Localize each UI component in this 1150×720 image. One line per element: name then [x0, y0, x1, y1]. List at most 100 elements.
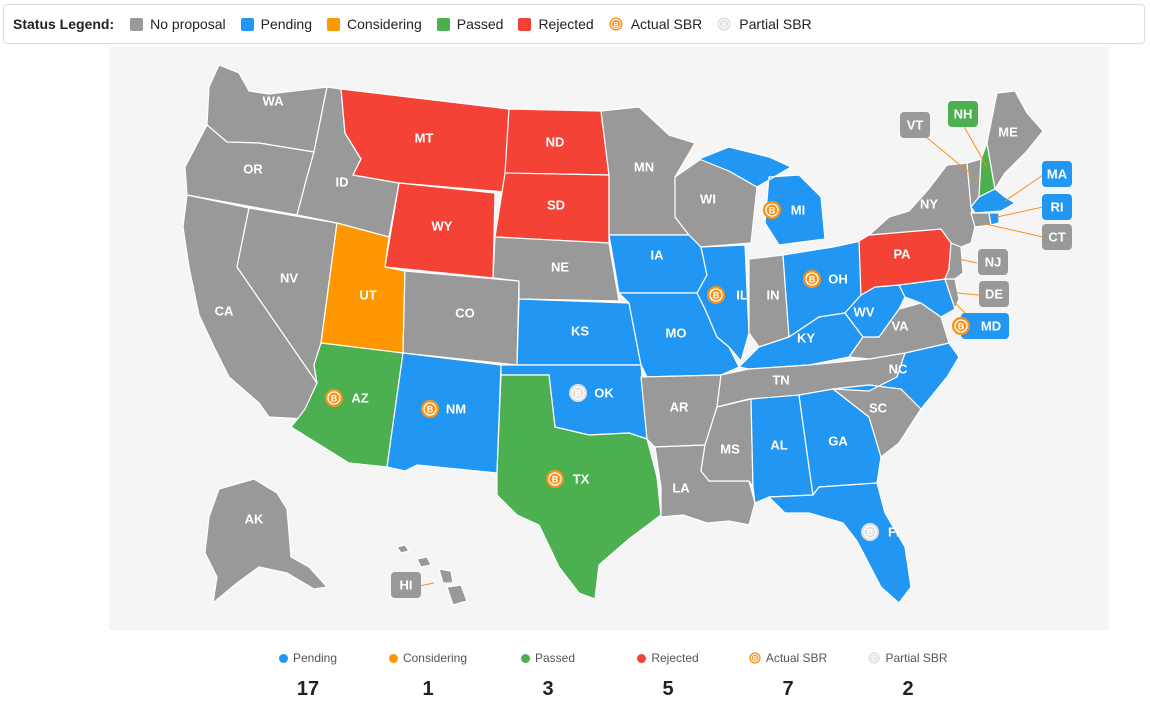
- callout-box-nh[interactable]: [948, 101, 978, 127]
- callout-label-hi: HI: [400, 578, 413, 593]
- legend-item-passed: Passed: [436, 16, 504, 32]
- stat-value: 7: [782, 678, 794, 700]
- callout-box-ma[interactable]: [1042, 161, 1072, 187]
- state-nm[interactable]: [386, 352, 502, 474]
- legend-label: Partial SBR: [739, 16, 812, 32]
- svg-text:B: B: [552, 475, 559, 485]
- legend-label: Considering: [347, 16, 422, 32]
- callout-box-md[interactable]: [961, 313, 1009, 339]
- callout-label-md: MD: [981, 319, 1001, 334]
- svg-text:B: B: [872, 656, 877, 662]
- state-label-va: VA: [891, 319, 909, 334]
- callout-box-hi[interactable]: [391, 572, 421, 598]
- bitcoin-icon: B: [421, 400, 439, 418]
- state-nc[interactable]: [832, 342, 960, 410]
- state-label-oh: OH: [828, 272, 848, 287]
- svg-text:B: B: [427, 405, 434, 415]
- legend-label: Actual SBR: [630, 16, 703, 32]
- state-me[interactable]: [986, 90, 1044, 190]
- bitcoin-icon: B: [803, 270, 821, 288]
- svg-text:B: B: [331, 394, 338, 404]
- state-label-la: LA: [672, 481, 690, 496]
- state-callouts: VT NH MA RI CT NJ DE B MD HI: [391, 101, 1072, 598]
- legend-item-no-proposal: No proposal: [130, 16, 226, 32]
- summary-stats: Pending 17 Considering 1 Passed 3 Reject…: [0, 648, 1150, 708]
- state-ri[interactable]: [988, 212, 1000, 226]
- state-label-wa: WA: [263, 94, 285, 109]
- legend-item-actual-sbr: B Actual SBR: [609, 16, 703, 32]
- state-label-ny: NY: [920, 197, 938, 212]
- state-ak[interactable]: [204, 478, 328, 604]
- bitcoin-icon: B: [749, 652, 761, 664]
- state-il[interactable]: [696, 244, 750, 362]
- legend-item-considering: Considering: [327, 16, 422, 32]
- state-tx[interactable]: [496, 374, 662, 600]
- stat-value: 3: [542, 678, 554, 700]
- state-label-il: IL: [736, 288, 748, 303]
- callout-label-vt: VT: [907, 118, 924, 133]
- state-label-mt: MT: [415, 131, 434, 146]
- bitcoin-icon: B: [861, 523, 879, 541]
- state-label-ky: KY: [797, 331, 815, 346]
- state-label-ca: CA: [215, 304, 234, 319]
- stat-partial-sbr: B Partial SBR 2: [848, 648, 968, 701]
- rejected-swatch: [518, 17, 532, 31]
- stat-rejected: Rejected 5: [608, 648, 728, 701]
- svg-text:B: B: [958, 322, 965, 332]
- passed-dot: [520, 653, 530, 663]
- bitcoin-icon: B: [609, 17, 623, 31]
- state-label-nv: NV: [280, 271, 298, 286]
- bitcoin-icon: B: [569, 384, 587, 402]
- stat-value: 2: [902, 678, 914, 700]
- svg-text:B: B: [575, 389, 582, 399]
- state-label-me: ME: [998, 125, 1018, 140]
- legend-label: Passed: [456, 16, 504, 32]
- callout-box-ct[interactable]: [1042, 224, 1072, 250]
- legend-title: Status Legend:: [13, 16, 115, 32]
- state-label-mn: MN: [634, 160, 654, 175]
- bitcoin-icon: B: [325, 389, 343, 407]
- callout-box-nj[interactable]: [978, 249, 1008, 275]
- state-label-or: OR: [243, 162, 263, 177]
- legend-item-rejected: Rejected: [518, 16, 594, 32]
- state-mi[interactable]: [698, 146, 826, 246]
- bitcoin-icon: B: [868, 652, 881, 664]
- callout-label-nh: NH: [954, 107, 973, 122]
- callout-box-vt[interactable]: [900, 112, 930, 138]
- bitcoin-icon: B: [952, 317, 970, 335]
- legend-label: Pending: [260, 16, 313, 32]
- state-wa[interactable]: [206, 64, 328, 153]
- state-hi[interactable]: [396, 544, 468, 606]
- us-map: WA OR CA NV ID MT WY UT B AZ CO B NM ND SD NE KS B OK B TX MN…: [109, 47, 1109, 630]
- state-label-ut: UT: [359, 288, 376, 303]
- state-label-mi: MI: [791, 203, 805, 218]
- pending-swatch: [240, 17, 254, 31]
- svg-text:B: B: [867, 528, 874, 538]
- callout-box-ri[interactable]: [1042, 194, 1072, 220]
- state-label-ga: GA: [828, 434, 848, 449]
- state-label-ia: IA: [651, 248, 665, 263]
- state-fl[interactable]: [768, 482, 912, 604]
- state-labels: WA OR CA NV ID MT WY UT B AZ CO B NM ND SD NE KS B OK B TX MN…: [215, 94, 1018, 541]
- legend-label: No proposal: [150, 16, 226, 32]
- considering-swatch: [327, 17, 341, 31]
- state-label-nd: ND: [546, 135, 565, 150]
- stat-label: Rejected: [651, 651, 699, 665]
- stat-label: Pending: [292, 651, 338, 665]
- legend-item-partial-sbr: B Partial SBR: [717, 16, 812, 32]
- state-ia[interactable]: [608, 234, 708, 294]
- stat-actual-sbr: B Actual SBR 7: [728, 648, 848, 701]
- bitcoin-icon: B: [546, 470, 564, 488]
- state-label-nc: NC: [889, 362, 908, 377]
- state-label-in: IN: [767, 288, 780, 303]
- state-label-ks: KS: [571, 324, 589, 339]
- svg-text:B: B: [809, 275, 816, 285]
- state-label-wv: WV: [854, 305, 875, 320]
- state-label-sc: SC: [869, 401, 888, 416]
- svg-text:B: B: [753, 656, 758, 662]
- stat-label: Partial SBR: [885, 651, 948, 665]
- state-label-co: CO: [455, 306, 475, 321]
- state-label-wy: WY: [432, 219, 453, 234]
- passed-swatch: [436, 17, 450, 31]
- callout-box-de[interactable]: [979, 281, 1009, 307]
